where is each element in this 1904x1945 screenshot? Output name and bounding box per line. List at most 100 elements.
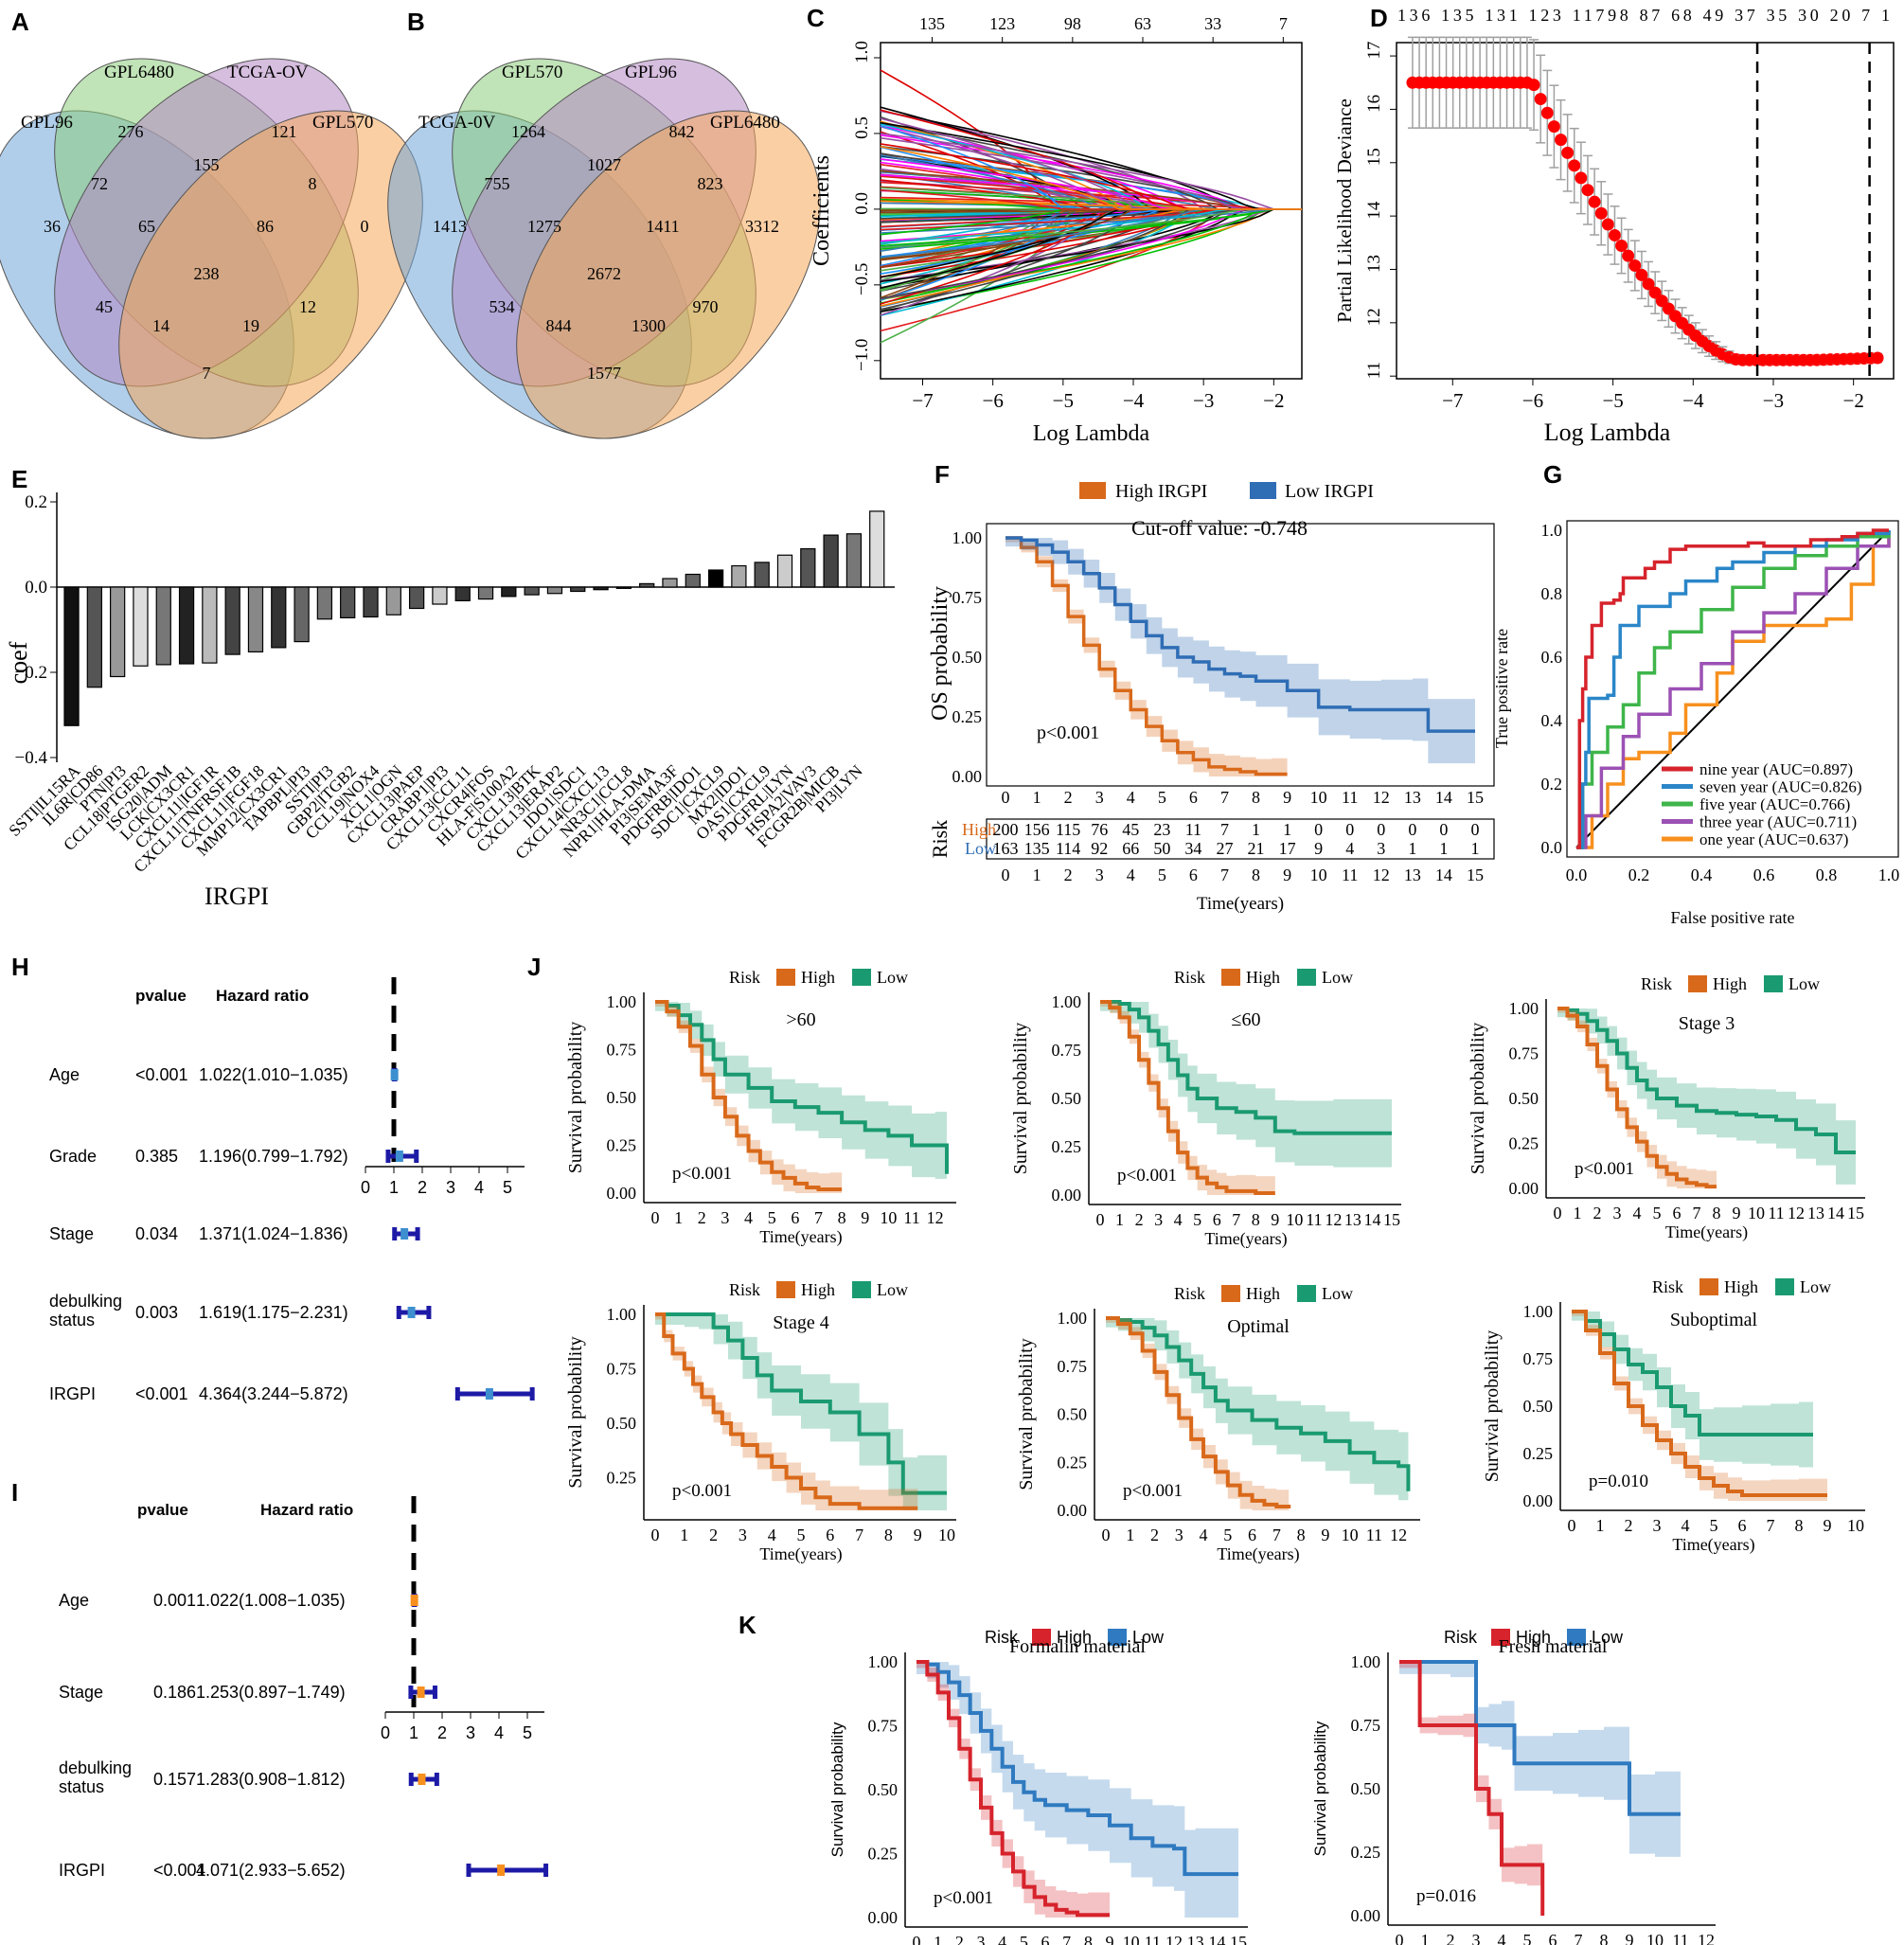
deviance-point — [1615, 239, 1628, 252]
venn-region-count: 12 — [299, 297, 316, 316]
survival-curve — [1106, 1316, 1411, 1491]
panel-label-g: G — [1543, 460, 1562, 489]
survival-curve — [655, 1312, 947, 1495]
coef-bar — [685, 573, 701, 588]
venn-region-count: 276 — [118, 122, 144, 141]
x-tick-label: 8 — [1084, 1933, 1093, 1945]
y-tick-label: 0.75 — [607, 1041, 637, 1060]
x-tick-label: 2 — [709, 1526, 718, 1544]
x-tick-label: 0.0 — [1566, 865, 1588, 884]
y-tick-label: 0.00 — [1509, 1179, 1539, 1198]
x-tick-label: 1 — [1574, 1204, 1582, 1222]
row-label: Age — [59, 1591, 89, 1610]
panel-i-forest-multivariate: pvalue Hazard ratio Age 0.001 1.022(1.008−1.… — [59, 1496, 549, 1880]
subplot-title: >60 — [786, 1009, 815, 1030]
x-tick-label: 13 — [1344, 1210, 1361, 1229]
venn-region-count: 86 — [257, 217, 274, 236]
top-tick-label: 63 — [1134, 14, 1151, 33]
venn-region-count: 2672 — [587, 264, 621, 283]
y-tick-label: −0.4 — [15, 748, 48, 768]
survival-curve — [655, 1000, 949, 1174]
venn-region-count: 1413 — [433, 217, 467, 236]
x-tick-label: 4 — [744, 1208, 753, 1227]
risk-count-low: 114 — [1056, 839, 1080, 858]
x-axis-label: Time(years) — [1197, 894, 1284, 914]
risk-count-high: 0 — [1439, 820, 1448, 839]
risk-x-tick-label: 10 — [1310, 865, 1327, 884]
row-pvalue: <0.001 — [135, 1384, 188, 1403]
x-tick-label: 11 — [1306, 1210, 1322, 1229]
x-tick-label: 0.2 — [1628, 865, 1650, 884]
legend-label-high: High IRGPI — [1115, 481, 1207, 502]
coef-bar — [86, 586, 102, 688]
y-axis-label: Survival probability — [1010, 1023, 1031, 1175]
legend-label-high: High — [1724, 1277, 1758, 1296]
risk-count-low: 3 — [1377, 839, 1385, 858]
venn-set-label: GPL570 — [502, 62, 562, 82]
x-tick-label: 0.4 — [1691, 865, 1713, 884]
row-hazard-ratio: 1.619(1.175−2.231) — [199, 1303, 348, 1322]
x-tick-label: 15 — [1383, 1210, 1400, 1229]
x-tick-label: 3 — [1095, 788, 1104, 807]
venn-region-count: 121 — [272, 122, 297, 141]
legend-title: Risk — [729, 1280, 760, 1299]
risk-count-low: 163 — [993, 839, 1019, 858]
risk-x-tick-label: 4 — [1127, 865, 1135, 884]
x-tick-label: 3 — [466, 1723, 475, 1742]
row-pvalue: 0.157 — [153, 1770, 196, 1789]
estimate-marker — [395, 1151, 403, 1162]
legend-swatch-low — [852, 969, 871, 986]
y-tick-label: 0.0 — [852, 192, 872, 215]
risk-count-high: 11 — [1185, 820, 1201, 839]
y-tick-label: 0.00 — [868, 1908, 899, 1927]
top-tick-label: 33 — [1204, 14, 1221, 33]
x-tick-label: 0 — [913, 1933, 921, 1945]
risk-x-tick-label: 7 — [1220, 865, 1229, 884]
y-axis-label: Survival probability — [828, 1722, 846, 1857]
venn-set-label: TCGA-0V — [418, 113, 496, 133]
x-tick-label: 1 — [934, 1933, 942, 1945]
legend-swatch-high — [1688, 975, 1707, 992]
y-tick-label: 1.00 — [1509, 999, 1539, 1018]
legend-label-low: Low — [877, 1280, 908, 1299]
x-tick-label: −5 — [1602, 389, 1623, 412]
confidence-band — [1005, 538, 1288, 776]
venn-region-count: 1027 — [587, 155, 621, 174]
venn-region-count: 45 — [96, 297, 113, 316]
venn-region-count: 19 — [242, 316, 259, 335]
x-tick-label: 0 — [361, 1178, 370, 1197]
x-tick-label: 0 — [381, 1723, 390, 1742]
estimate-marker — [418, 1774, 426, 1785]
x-tick-label: 6 — [791, 1208, 799, 1227]
y-axis-label: coef — [5, 641, 32, 684]
x-tick-label: 2 — [1135, 1210, 1144, 1229]
y-axis-label: Survival probability — [565, 1336, 586, 1489]
row-hazard-ratio: 1.253(0.897−1.749) — [196, 1683, 346, 1702]
x-tick-label: 11 — [1145, 1933, 1161, 1945]
x-tick-label: 5 — [768, 1208, 776, 1227]
x-tick-label: 3 — [446, 1178, 455, 1197]
y-tick-label: 1.00 — [1523, 1302, 1554, 1321]
legend-swatch-low — [1108, 1629, 1127, 1646]
legend-label: three year (AUC=0.711) — [1699, 813, 1857, 831]
risk-count-low: 4 — [1345, 839, 1354, 858]
legend-label-low: Low — [1322, 1284, 1353, 1303]
panel-b-venn: TCGA-0V GPL570 GPL96 GPL6480 1413 1264 842 3312… — [387, 58, 821, 439]
x-tick-label: 8 — [838, 1208, 846, 1227]
x-axis-label: Time(years) — [1665, 1222, 1748, 1242]
x-tick-label: 1 — [674, 1208, 683, 1227]
deviance-point — [1628, 259, 1642, 272]
x-tick-label: 15 — [1847, 1204, 1864, 1222]
deviance-point — [1534, 93, 1547, 106]
coef-bar — [432, 586, 448, 605]
coef-bar — [524, 586, 540, 596]
y-tick-label: 1.00 — [1058, 1309, 1088, 1328]
survival-curve — [1005, 536, 1475, 733]
coef-bar — [869, 510, 885, 588]
x-tick-label: 13 — [1404, 788, 1421, 807]
row-label: IRGPI — [49, 1384, 96, 1403]
risk-x-tick-label: 5 — [1158, 865, 1166, 884]
x-tick-label: 3 — [738, 1526, 747, 1544]
x-tick-label: −6 — [1522, 389, 1543, 412]
y-tick-label: 0.25 — [1351, 1843, 1381, 1862]
